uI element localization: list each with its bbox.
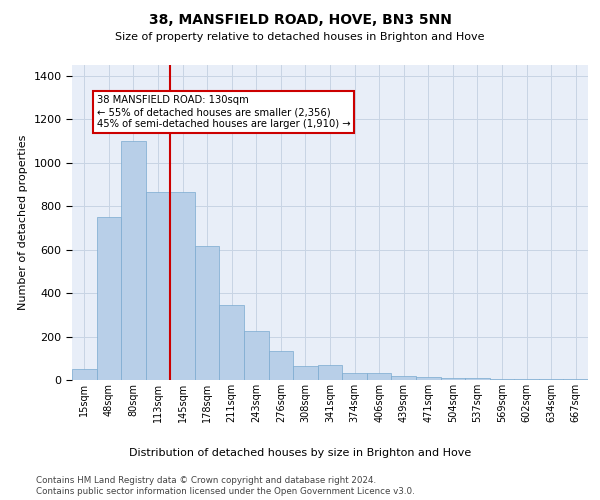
Bar bbox=[563, 379, 588, 380]
Bar bbox=[539, 379, 563, 380]
Bar bbox=[220, 305, 244, 380]
Bar bbox=[97, 217, 121, 380]
Bar bbox=[391, 376, 416, 380]
Bar bbox=[146, 192, 170, 380]
Bar bbox=[490, 379, 514, 380]
Bar bbox=[269, 350, 293, 380]
Text: Contains HM Land Registry data © Crown copyright and database right 2024.: Contains HM Land Registry data © Crown c… bbox=[36, 476, 376, 485]
Bar bbox=[465, 378, 490, 380]
Bar bbox=[293, 366, 318, 380]
Bar bbox=[72, 369, 97, 380]
Text: 38, MANSFIELD ROAD, HOVE, BN3 5NN: 38, MANSFIELD ROAD, HOVE, BN3 5NN bbox=[149, 12, 451, 26]
Bar bbox=[342, 374, 367, 380]
Y-axis label: Number of detached properties: Number of detached properties bbox=[18, 135, 28, 310]
Bar bbox=[367, 374, 391, 380]
Text: Size of property relative to detached houses in Brighton and Hove: Size of property relative to detached ho… bbox=[115, 32, 485, 42]
Bar bbox=[195, 246, 220, 380]
Bar bbox=[318, 365, 342, 380]
Bar bbox=[514, 379, 539, 380]
Bar bbox=[416, 376, 440, 380]
Text: 38 MANSFIELD ROAD: 130sqm
← 55% of detached houses are smaller (2,356)
45% of se: 38 MANSFIELD ROAD: 130sqm ← 55% of detac… bbox=[97, 96, 350, 128]
Bar bbox=[244, 331, 269, 380]
Bar bbox=[440, 378, 465, 380]
Bar bbox=[121, 141, 146, 380]
Text: Contains public sector information licensed under the Open Government Licence v3: Contains public sector information licen… bbox=[36, 487, 415, 496]
Text: Distribution of detached houses by size in Brighton and Hove: Distribution of detached houses by size … bbox=[129, 448, 471, 458]
Bar bbox=[170, 192, 195, 380]
